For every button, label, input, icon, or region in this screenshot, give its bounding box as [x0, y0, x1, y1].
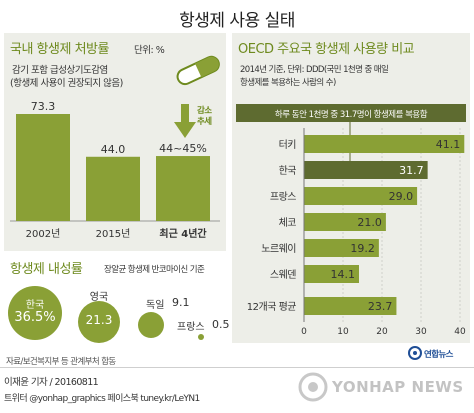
hbar-7 [304, 297, 397, 315]
footer-divider [0, 367, 474, 368]
bar-1 [16, 114, 70, 221]
prescription-subtitle-2: (항생제 사용이 권장되지 않음) [10, 78, 123, 89]
bar-category-label: 최근 4년간 [159, 227, 207, 240]
x-tick-label: 10 [337, 327, 349, 337]
hbar-6 [304, 265, 359, 283]
resistance-value-france: 0.5 [212, 318, 230, 331]
category-label: 스웨덴 [270, 269, 296, 281]
bubble-france [198, 334, 204, 340]
callout-text: 하루 동안 1천명 중 31.7명이 항생제를 복용함 [275, 109, 428, 120]
bar-category-label: 2002년 [26, 228, 61, 240]
hbar-value-label: 19.2 [350, 242, 375, 255]
prescription-unit: 단위: % [134, 45, 165, 56]
resistance-country-germany: 독일 [146, 300, 165, 311]
page-title: 항생제 사용 실태 [179, 11, 295, 31]
resistance-basis: 장알균 항생제 반코마이신 기준 [104, 265, 205, 275]
category-label: 한국 [279, 165, 297, 177]
x-tick-label: 20 [376, 327, 388, 337]
resistance-value-germany: 9.1 [172, 296, 190, 309]
resistance-value-uk: 21.3 [85, 313, 113, 327]
bar-category-label: 2015년 [96, 228, 131, 240]
hbar-2 [304, 161, 428, 179]
hbar-1 [304, 135, 465, 153]
category-label: 노르웨이 [261, 243, 296, 255]
x-tick-label: 30 [415, 327, 427, 337]
bubble-uk [78, 301, 120, 343]
bar-2 [86, 156, 140, 221]
usage-note-2: 항생제를 복용하는 사람의 수) [240, 78, 336, 88]
prescription-title: 국내 항생제 처방률 [10, 42, 109, 57]
watermark-logo-icon [298, 372, 328, 402]
category-label: 체코 [279, 217, 297, 229]
category-label: 터키 [279, 139, 296, 151]
trend-label-2: 추세 [197, 117, 212, 127]
usage-bar-chart: 하루 동안 1천명 중 31.7명이 항생제를 복용함 0 10 20 30 40 터키 41… [236, 104, 466, 337]
watermark-text: YONHAP NEWS [332, 378, 464, 396]
x-tick-label: 0 [301, 327, 307, 337]
resistance-value-korea: 36.5% [14, 310, 56, 325]
hbar-value-label: 31.7 [399, 164, 424, 177]
bubble-germany [138, 312, 164, 338]
bubble-korea [8, 286, 62, 340]
category-label: 프랑스 [270, 191, 296, 203]
hbar-3 [304, 187, 418, 205]
trend-down-arrow-icon [174, 104, 196, 138]
prescription-bar-chart: 73.3 2002년 44.0 2015년 44~45% 최근 4년간 [10, 100, 220, 240]
bar-value-label: 44.0 [101, 143, 126, 156]
yonhap-logo-icon [408, 346, 422, 360]
logo-text: 연합뉴스 [424, 350, 453, 360]
category-label: 12개국 평균 [247, 301, 297, 313]
pill-icon [176, 55, 220, 86]
hbar-5 [304, 239, 379, 257]
hbar-value-label: 21.0 [357, 216, 382, 229]
prescription-subtitle-1: 감기 포함 급성상기도감염 [12, 65, 108, 76]
byline: 이재윤 기자 / 20160811 [4, 377, 99, 388]
twitter-info: 트위터 @yonhap_graphics 페이스북 tuney.kr/LeYN1 [4, 394, 200, 404]
usage-title: OECD 주요국 항생제 사용량 비교 [238, 42, 415, 57]
source-note: 자료/보건복지부 등 관계부처 합동 [6, 357, 116, 367]
hbar-4 [304, 213, 386, 231]
callout-box [236, 104, 466, 122]
hbar-value-label: 14.1 [330, 268, 355, 281]
bar-3 [156, 156, 210, 221]
trend-label-1: 감소 [197, 106, 212, 116]
hbar-value-label: 23.7 [368, 300, 393, 313]
resistance-title: 항생제 내성률 [10, 262, 83, 277]
bar-value-label: 73.3 [31, 100, 56, 113]
hbar-value-label: 29.0 [389, 190, 414, 203]
hbar-value-label: 41.1 [436, 138, 461, 151]
bar-value-label: 44~45% [159, 142, 207, 155]
resistance-country-korea: 한국 [25, 300, 45, 311]
usage-note-1: 2014년 기준, 단위: DDD(국민 1천명 중 매일 [240, 65, 389, 75]
resistance-country-uk: 영국 [89, 292, 109, 303]
x-tick-label: 40 [454, 327, 466, 337]
resistance-country-france: 프랑스 [177, 322, 205, 333]
